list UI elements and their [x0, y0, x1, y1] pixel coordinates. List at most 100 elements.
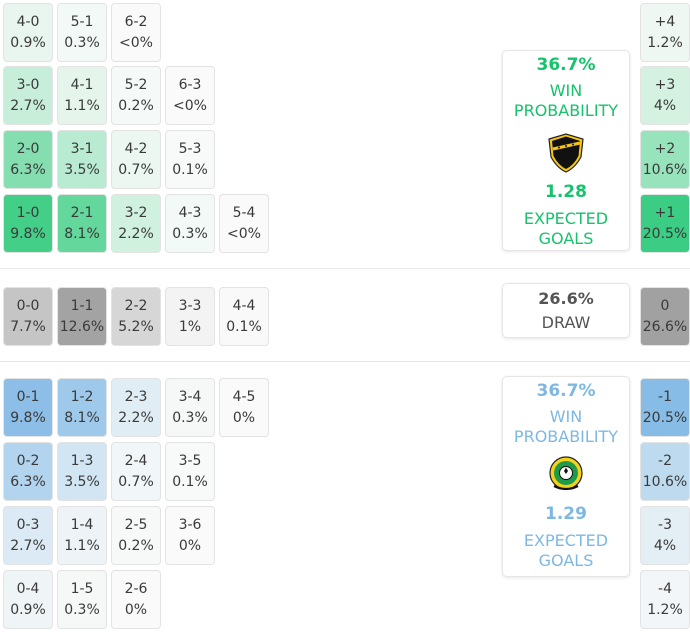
goal-difference-cell: -4 1.2%	[640, 570, 690, 629]
away-score-cell: 1-5 0.3%	[57, 570, 107, 629]
goal-difference-cell: -2 10.6%	[640, 442, 690, 501]
scoreline-label: 2-4	[124, 452, 148, 469]
probability-label: 1.2%	[647, 601, 683, 618]
scoreline-label: -1	[658, 388, 672, 405]
probability-label: 8.1%	[64, 225, 100, 242]
scoreline-label: 1-4	[70, 516, 94, 533]
away-score-cell: 1-3 3.5%	[57, 442, 107, 501]
away-score-cell: 0-2 6.3%	[3, 442, 53, 501]
probability-label: 1%	[178, 318, 202, 335]
scoreline-label: 2-1	[70, 204, 94, 221]
home-score-cell: 4-1 1.1%	[57, 66, 107, 125]
probability-label: 0.3%	[64, 34, 100, 51]
probability-label: 0.1%	[226, 318, 262, 335]
scoreline-label: 3-1	[70, 140, 94, 157]
probability-label: 0.3%	[172, 225, 208, 242]
draw-probability-value: 26.6%	[538, 289, 594, 308]
probability-label: 4%	[653, 537, 677, 554]
probability-label: 20.5%	[642, 225, 688, 242]
away-score-cell: 2-5 0.2%	[111, 506, 161, 565]
home-score-cell: 5-3 0.1%	[165, 130, 215, 189]
scoreline-label: -4	[658, 580, 672, 597]
scoreline-label: 3-5	[178, 452, 202, 469]
home-score-cell: 3-1 3.5%	[57, 130, 107, 189]
draw-label: DRAW	[541, 313, 591, 332]
scoreline-label: -3	[658, 516, 672, 533]
scoreline-label: 1-3	[70, 452, 94, 469]
home-win-label: WIN	[549, 81, 583, 100]
scoreline-label: 3-3	[178, 297, 202, 314]
probability-label: 26.6%	[642, 318, 688, 335]
away-expected-goals-value: 1.29	[545, 504, 587, 524]
scoreline-label: 1-0	[16, 204, 40, 221]
probability-label: 6.3%	[10, 161, 46, 178]
scoreline-label: +4	[654, 13, 676, 30]
scoreline-label: 2-6	[124, 580, 148, 597]
nac-breda-crest-icon	[544, 131, 588, 175]
probability-label: 9.8%	[10, 409, 46, 426]
scoreline-label: 0-1	[16, 388, 40, 405]
scoreline-label: 1-2	[70, 388, 94, 405]
scoreline-label: 2-0	[16, 140, 40, 157]
probability-label: 0.9%	[10, 601, 46, 618]
goal-difference-cell: +4 1.2%	[640, 3, 690, 62]
scoreline-label: 5-1	[70, 13, 94, 30]
scoreline-label: 4-0	[16, 13, 40, 30]
probability-label: 1.1%	[64, 97, 100, 114]
away-score-cell: 3-5 0.1%	[165, 442, 215, 501]
probability-label: 0.2%	[118, 537, 154, 554]
home-score-cell: 6-2 <0%	[111, 3, 161, 62]
probability-label: 0%	[124, 601, 148, 618]
draw-score-cell: 3-3 1%	[165, 287, 215, 346]
scoreline-label: 5-2	[124, 76, 148, 93]
probability-label: 8.1%	[64, 409, 100, 426]
probability-label: 0%	[178, 537, 202, 554]
probability-label: <0%	[227, 225, 261, 242]
scoreline-label: 4-5	[232, 388, 256, 405]
goal-difference-cell: +3 4%	[640, 66, 690, 125]
probability-label: 2.2%	[118, 409, 154, 426]
goal-difference-cell: -1 20.5%	[640, 378, 690, 437]
home-team-card: 36.7% WIN PROBABILITY 1.28 EXPECTED GOAL…	[502, 50, 630, 251]
probability-label: 0.1%	[172, 473, 208, 490]
away-score-cell: 4-5 0%	[219, 378, 269, 437]
probability-label: 7.7%	[10, 318, 46, 335]
probability-label: 0.9%	[10, 34, 46, 51]
home-score-cell: 2-0 6.3%	[3, 130, 53, 189]
probability-label: 10.6%	[642, 473, 688, 490]
draw-away-separator	[0, 361, 690, 362]
away-expected-label: EXPECTED	[523, 531, 609, 550]
probability-label: <0%	[173, 97, 207, 114]
probability-label: 9.8%	[10, 225, 46, 242]
scoreline-label: 4-1	[70, 76, 94, 93]
away-score-cell: 3-4 0.3%	[165, 378, 215, 437]
probability-label: 0.7%	[118, 161, 154, 178]
goal-difference-cell: +2 10.6%	[640, 130, 690, 189]
probability-label: 3.5%	[64, 161, 100, 178]
draw-score-cell: 4-4 0.1%	[219, 287, 269, 346]
probability-label: 5.2%	[118, 318, 154, 335]
home-probability-label: PROBABILITY	[513, 101, 619, 120]
home-expected-goals-value: 1.28	[545, 182, 587, 202]
home-score-cell: 3-0 2.7%	[3, 66, 53, 125]
away-score-cell: 0-1 9.8%	[3, 378, 53, 437]
scoreline-label: 4-4	[232, 297, 256, 314]
scoreline-label: 1-5	[70, 580, 94, 597]
probability-label: 2.2%	[118, 225, 154, 242]
home-score-cell: 4-0 0.9%	[3, 3, 53, 62]
fortuna-sittard-crest-icon	[544, 453, 588, 497]
scoreline-label: 0-3	[16, 516, 40, 533]
probability-label: 0.3%	[172, 409, 208, 426]
scoreline-label: +3	[654, 76, 676, 93]
scoreline-label: 0-2	[16, 452, 40, 469]
away-win-probability-value: 36.7%	[536, 381, 596, 401]
draw-card: 26.6% DRAW	[502, 283, 630, 338]
scoreline-label: 3-0	[16, 76, 40, 93]
probability-label: 0.1%	[172, 161, 208, 178]
scoreline-label: +1	[654, 204, 676, 221]
away-score-cell: 2-4 0.7%	[111, 442, 161, 501]
probability-label: <0%	[119, 34, 153, 51]
scoreline-label: 4-2	[124, 140, 148, 157]
away-win-label: WIN	[549, 407, 583, 426]
scoreline-label: 5-3	[178, 140, 202, 157]
